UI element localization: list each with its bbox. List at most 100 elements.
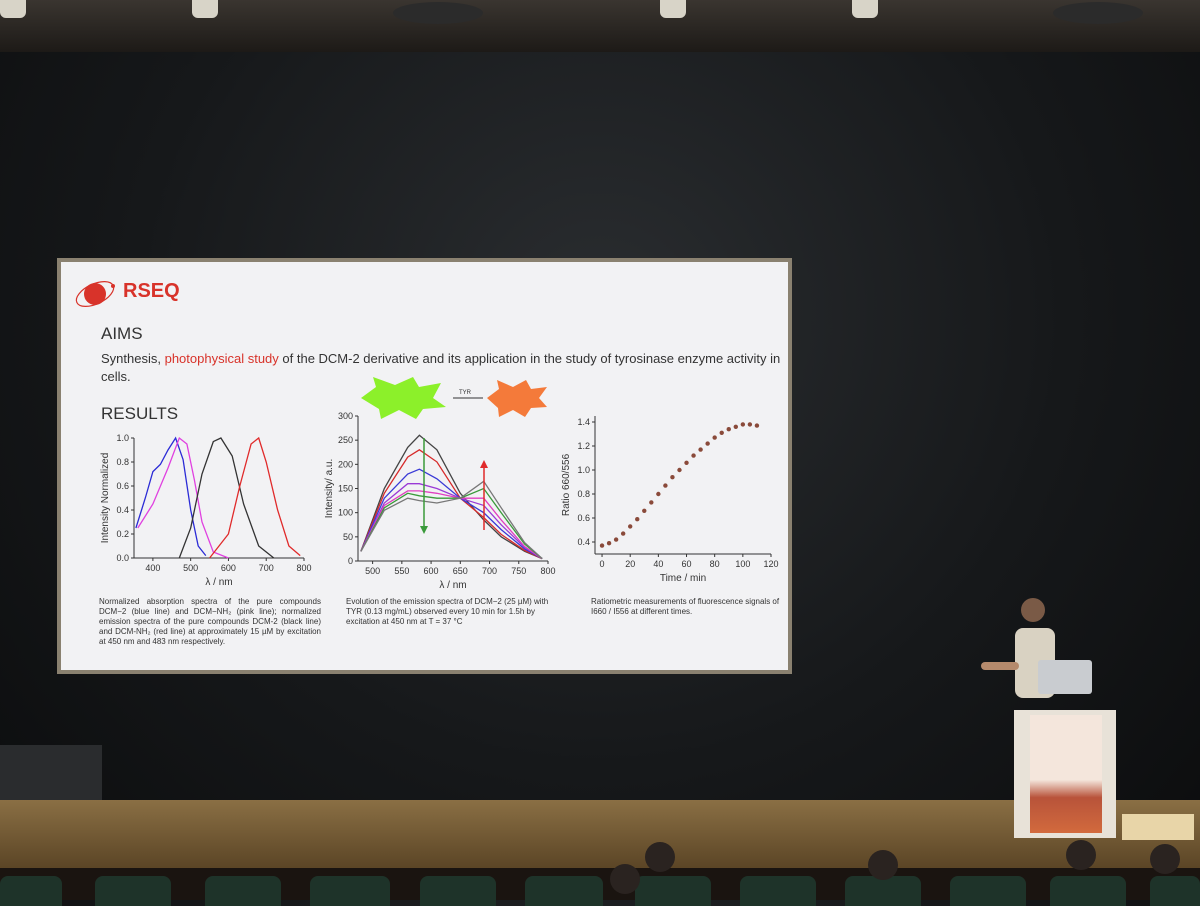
y-tick-label: 1.2	[577, 441, 590, 451]
ceiling-speaker	[1053, 2, 1143, 24]
y-tick-label: 1.0	[577, 465, 590, 475]
x-tick-label: 800	[296, 563, 311, 573]
x-tick-label: 800	[540, 566, 555, 576]
x-axis-label: λ / nm	[439, 580, 466, 591]
ceiling-speaker	[393, 2, 483, 24]
x-tick-label: 60	[682, 559, 692, 569]
ceiling-light	[852, 0, 878, 18]
audience-seat	[845, 876, 921, 906]
x-tick-label: 600	[424, 566, 439, 576]
y-axis-label: Ratio 660/556	[561, 453, 572, 516]
data-point	[599, 543, 605, 548]
y-tick-label: 0.8	[577, 489, 590, 499]
aims-highlight: photophysical study	[164, 351, 279, 366]
y-tick-label: 1.0	[116, 433, 129, 443]
series-line	[209, 436, 301, 559]
caption-right: Ratiometric measurements of fluorescence…	[591, 597, 780, 616]
podium-banner	[1030, 715, 1102, 833]
emission-evolution-chart: 500 550 600 650 700 750 800 0 50 100 150 200 250 300 λ…	[324, 411, 556, 591]
reaction-scheme: TYR	[361, 377, 547, 419]
ratiometric-chart: 0 20 40 60 80 100 120 0.4 0.6 0.8 1.0 1.2 1.4 Time / …	[561, 416, 779, 584]
data-point	[712, 435, 717, 440]
series-line	[360, 480, 543, 560]
series-line	[360, 449, 543, 560]
x-tick-label: 550	[394, 566, 409, 576]
data-point	[628, 524, 633, 529]
x-tick-label: 100	[735, 559, 750, 569]
orange-burst-icon	[487, 380, 547, 417]
data-point	[606, 541, 612, 546]
x-axis-label: Time / min	[660, 573, 706, 584]
data-point	[656, 491, 661, 497]
series-line	[360, 483, 543, 560]
data-point	[705, 441, 710, 446]
presenter	[981, 598, 1055, 698]
series-line	[135, 436, 207, 557]
y-tick-label: 0.6	[577, 513, 590, 523]
series-line	[178, 437, 275, 559]
projection-screen: RSEQ AIMS Synthesis, photophysical study…	[57, 258, 792, 674]
data-point	[726, 427, 731, 432]
audience-head	[645, 842, 675, 872]
y-tick-label: 1.4	[577, 417, 590, 427]
caption-middle: Evolution of the emission spectra of DCM…	[346, 597, 549, 626]
x-tick-label: 20	[625, 559, 635, 569]
laptop	[1038, 660, 1092, 694]
audience-seat	[420, 876, 496, 906]
floor-sign	[1122, 814, 1194, 840]
audience-seat	[205, 876, 281, 906]
series-line	[360, 487, 543, 560]
audience-seat	[1050, 876, 1126, 906]
data-point	[747, 422, 753, 427]
x-tick-label: 120	[763, 559, 778, 569]
ceiling	[0, 0, 1200, 52]
x-tick-label: 650	[453, 566, 468, 576]
green-burst-icon	[361, 377, 446, 419]
y-tick-label: 0.8	[116, 457, 129, 467]
audience-seat	[1150, 876, 1200, 906]
audience-seat	[525, 876, 603, 906]
y-tick-label: 0.2	[116, 529, 129, 539]
audience-seat	[95, 876, 171, 906]
logo-text: RSEQ	[123, 280, 180, 302]
y-tick-label: 200	[338, 459, 353, 469]
y-tick-label: 0	[348, 556, 353, 566]
data-point	[677, 467, 682, 473]
x-tick-label: 750	[511, 566, 526, 576]
data-point	[754, 423, 760, 428]
y-tick-label: 0.4	[116, 505, 129, 515]
data-point	[635, 517, 640, 522]
results-heading: RESULTS	[101, 404, 179, 423]
x-tick-label: 700	[482, 566, 497, 576]
aims-text: Synthesis, photophysical study of the DC…	[101, 350, 781, 386]
y-tick-label: 100	[338, 508, 353, 518]
aims-text-suffix: of the DCM-2 derivative and its applicat…	[101, 351, 781, 384]
caption-left: Normalized absorption spectra of the pur…	[99, 597, 321, 646]
audience-seat	[0, 876, 62, 906]
increase-arrow-head	[480, 460, 488, 468]
x-tick-label: 40	[653, 559, 663, 569]
y-tick-label: 0.4	[577, 537, 590, 547]
stage-floor	[0, 800, 1200, 870]
data-point	[691, 453, 696, 458]
x-tick-label: 500	[183, 563, 198, 573]
y-tick-label: 300	[338, 411, 353, 421]
y-tick-label: 150	[338, 484, 353, 494]
data-point	[642, 508, 647, 513]
y-tick-label: 250	[338, 435, 353, 445]
x-tick-label: 80	[710, 559, 720, 569]
ceiling-light	[192, 0, 218, 18]
audience-head	[1066, 840, 1096, 870]
y-axis-label: Intensity/ a.u.	[324, 459, 335, 518]
data-point	[649, 500, 654, 505]
x-axis-label: λ / nm	[205, 577, 232, 588]
audience-seat	[635, 876, 711, 906]
x-tick-label: 0	[600, 559, 605, 569]
rseq-logo-icon	[75, 281, 115, 307]
data-point	[613, 537, 619, 542]
absorption-emission-chart: 400 500 600 700 800 0.0 0.2 0.4 0.6 0.8 1.0 λ / nm I…	[100, 433, 312, 588]
data-point	[719, 430, 724, 435]
audience-head	[868, 850, 898, 880]
audience-head	[610, 864, 640, 894]
ceiling-light	[0, 0, 26, 18]
